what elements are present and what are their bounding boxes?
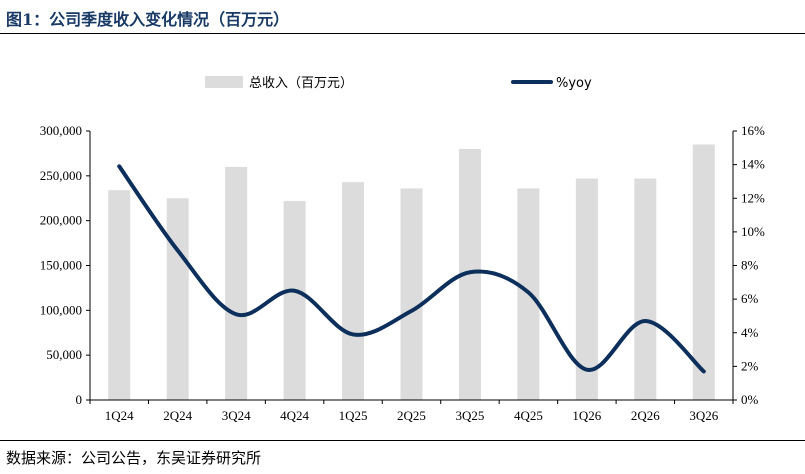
title-divider xyxy=(0,33,805,34)
y-left-tick-label: 300,000 xyxy=(40,123,82,138)
y-left-tick-label: 150,000 xyxy=(40,258,82,273)
y-right-tick-label: 8% xyxy=(741,258,759,273)
x-tick-label-4Q24: 4Q24 xyxy=(280,408,309,423)
x-tick-label-1Q25: 1Q25 xyxy=(339,408,368,423)
legend-label-revenue: 总收入（百万元） xyxy=(249,76,353,91)
legend-swatch-revenue xyxy=(205,76,243,88)
y-left-tick-label: 50,000 xyxy=(46,347,82,362)
y-right-tick-label: 12% xyxy=(741,190,765,205)
bar-3Q25 xyxy=(458,148,481,400)
x-tick-label-2Q24: 2Q24 xyxy=(163,408,192,423)
y-right-tick-label: 2% xyxy=(741,358,759,373)
y-left-tick-label: 0 xyxy=(76,392,83,407)
bar-2Q24 xyxy=(166,198,189,400)
bar-1Q24 xyxy=(108,190,131,400)
y-right-tick-label: 0% xyxy=(741,392,759,407)
figure-title: 图1：公司季度收入变化情况（百万元） xyxy=(6,10,290,29)
data-source: 数据来源：公司公告，东吴证券研究所 xyxy=(6,449,262,467)
x-tick-label-1Q26: 1Q26 xyxy=(572,408,601,423)
x-tick-label-2Q26: 2Q26 xyxy=(631,408,660,423)
y-right-tick-label: 4% xyxy=(741,325,759,340)
y-right-tick-label: 14% xyxy=(741,157,765,172)
bar-4Q24 xyxy=(283,200,306,400)
combo-chart: 总收入（百万元） %yoy 0 50,000 100,000 150,000 200,000… xyxy=(40,76,765,423)
yoy-line xyxy=(117,164,706,374)
x-tick-label-3Q24: 3Q24 xyxy=(222,408,251,423)
x-tick-label-1Q24: 1Q24 xyxy=(105,408,134,423)
y-left-tick-label: 200,000 xyxy=(40,213,82,228)
legend-label-yoy: %yoy xyxy=(556,76,592,91)
x-tick-label-4Q25: 4Q25 xyxy=(514,408,543,423)
y-left-tick-label: 100,000 xyxy=(40,302,82,317)
source-divider xyxy=(0,440,805,441)
x-tick-label-3Q25: 3Q25 xyxy=(456,408,485,423)
y-right-tick-label: 16% xyxy=(741,123,765,138)
bar-1Q26 xyxy=(575,178,598,400)
bar-3Q26 xyxy=(692,144,715,400)
bar-3Q24 xyxy=(225,166,248,400)
bar-2Q26 xyxy=(634,178,657,400)
y-right-tick-label: 10% xyxy=(741,224,765,239)
bar-1Q25 xyxy=(342,182,365,400)
x-tick-label-3Q26: 3Q26 xyxy=(689,408,718,423)
y-left-tick-label: 250,000 xyxy=(40,168,82,183)
x-tick-label-2Q25: 2Q25 xyxy=(397,408,426,423)
y-right-tick-label: 6% xyxy=(741,291,759,306)
bar-2Q25 xyxy=(400,188,423,400)
chart-area: 总收入（百万元） %yoy 0 50,000 100,000 150,000 200,000… xyxy=(0,34,805,438)
